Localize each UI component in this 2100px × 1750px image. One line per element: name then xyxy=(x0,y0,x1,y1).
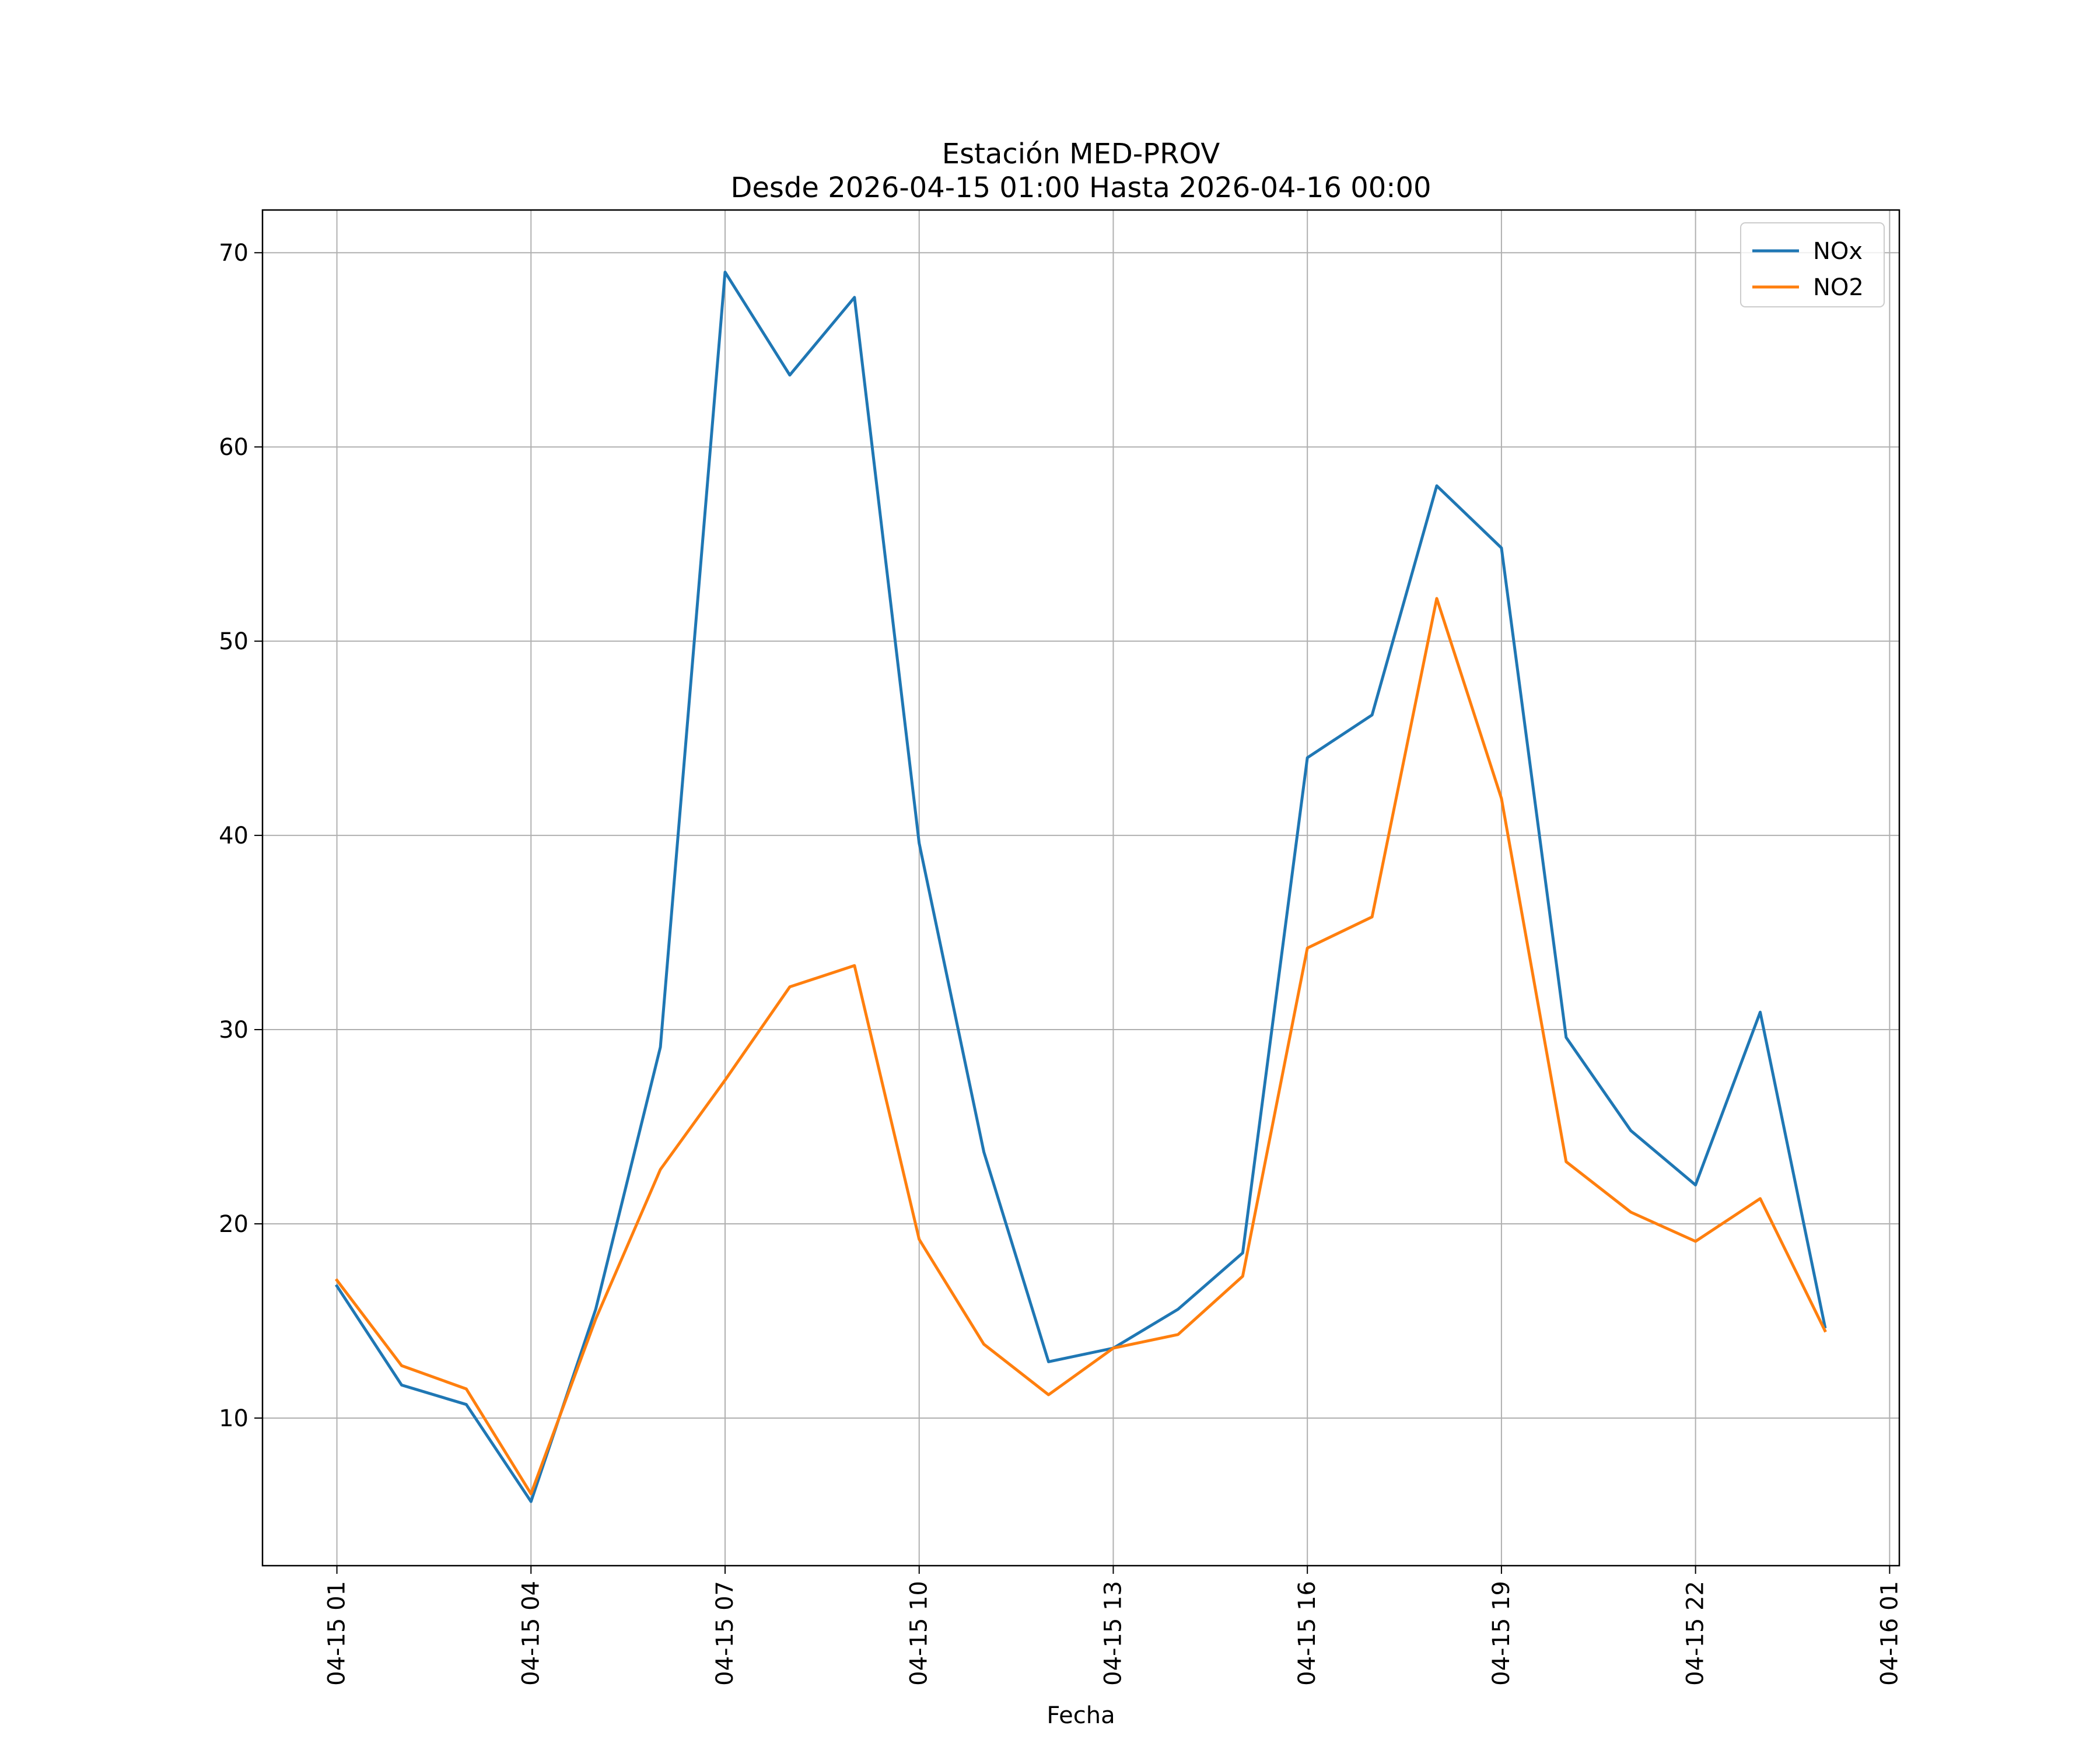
legend-label-nox: NOx xyxy=(1813,238,1863,265)
legend-label-no2: NO2 xyxy=(1813,274,1864,301)
series-line-no2 xyxy=(334,597,1827,1496)
x-tick-label: 04-15 13 xyxy=(1100,1581,1126,1686)
series-line-nox xyxy=(335,271,1827,1503)
y-tick-label: 60 xyxy=(219,434,249,461)
x-tick-label: 04-15 22 xyxy=(1682,1581,1709,1686)
x-tick-label: 04-15 04 xyxy=(517,1581,544,1686)
chart-title: Estación MED-PROV xyxy=(942,138,1220,170)
x-tick-label: 04-15 16 xyxy=(1294,1581,1321,1686)
x-axis-label: Fecha xyxy=(1046,1702,1115,1729)
series-lines xyxy=(334,271,1827,1503)
x-tick-label: 04-16 01 xyxy=(1876,1581,1903,1686)
chart-subtitle: Desde 2026-04-15 01:00 Hasta 2026-04-16 … xyxy=(730,172,1431,204)
x-tick-label: 04-15 07 xyxy=(712,1581,738,1686)
plot-area-frame xyxy=(261,209,1901,1567)
y-tick-label: 70 xyxy=(219,240,249,267)
x-tick-label: 04-15 10 xyxy=(906,1581,933,1686)
y-tick-label: 40 xyxy=(219,822,249,849)
grid-lines xyxy=(262,210,1899,1566)
y-tick-label: 50 xyxy=(219,628,249,655)
y-axis-ticks: 10 20 30 40 50 60 70 xyxy=(219,240,262,1432)
y-tick-label: 10 xyxy=(219,1405,249,1432)
y-tick-label: 30 xyxy=(219,1017,249,1044)
x-tick-label: 04-15 01 xyxy=(324,1581,351,1686)
legend: NOx NO2 xyxy=(1740,222,1885,307)
x-tick-label: 04-15 19 xyxy=(1488,1581,1515,1686)
x-axis-ticks: 04-15 01 04-15 04 04-15 07 04-15 10 04-15 13… xyxy=(324,1566,1903,1686)
y-tick-label: 20 xyxy=(219,1211,249,1238)
